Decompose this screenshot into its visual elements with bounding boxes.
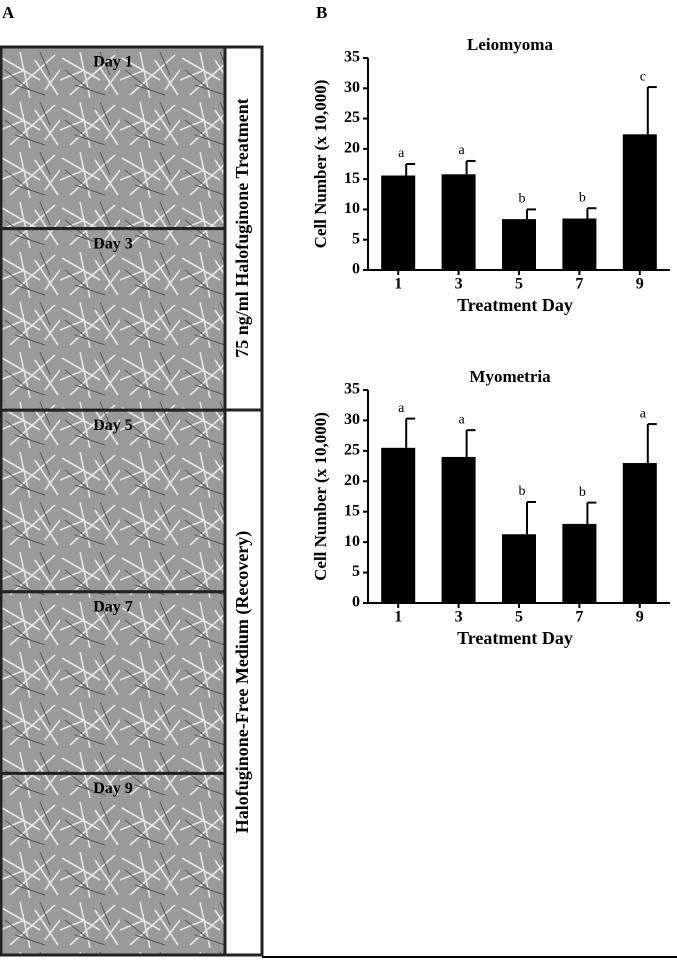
image-label: Day 1: [93, 54, 133, 71]
treatment-label: 75 ng/ml Halofuginone Treatment: [232, 98, 252, 358]
bracket: [223, 408, 264, 957]
x-tick-label: 3: [455, 609, 463, 626]
bar: [381, 447, 416, 603]
x-axis-label: Treatment Day: [457, 628, 573, 648]
micrograph: [0, 590, 227, 775]
bar-label: b: [579, 190, 586, 205]
y-tick-label: 10: [344, 533, 360, 550]
y-tick-label: 15: [344, 170, 360, 187]
x-axis-label: Treatment Day: [457, 295, 573, 315]
bar: [441, 456, 476, 603]
y-tick-label: 20: [344, 472, 360, 489]
chart-title: Leiomyoma: [467, 35, 553, 54]
x-tick-label: 3: [455, 276, 463, 293]
bar: [502, 219, 536, 270]
y-tick-label: 5: [352, 563, 360, 580]
x-tick-label: 7: [575, 276, 583, 293]
y-tick-label: 30: [344, 411, 360, 428]
bar-label: c: [640, 69, 646, 84]
micrograph: [0, 45, 227, 231]
image-label: Day 5: [93, 417, 133, 434]
y-tick-label: 15: [344, 502, 360, 519]
bar: [441, 174, 476, 270]
y-axis-label: Cell Number (x 10,000): [311, 80, 330, 249]
x-tick-label: 7: [575, 609, 583, 626]
y-axis-label: Cell Number (x 10,000): [311, 412, 330, 581]
y-tick-label: 35: [344, 381, 360, 398]
micrograph: [0, 227, 227, 412]
bar-label: b: [519, 484, 526, 499]
x-tick-label: 1: [394, 276, 402, 293]
y-tick-label: 30: [344, 79, 360, 96]
bar-label: b: [579, 485, 586, 500]
bar-label: a: [640, 406, 647, 421]
y-tick-label: 5: [352, 230, 360, 247]
panel-label: B: [316, 3, 327, 22]
bar: [562, 523, 597, 603]
y-tick-label: 35: [344, 49, 360, 66]
bar: [622, 463, 657, 603]
bar-label: a: [458, 412, 465, 427]
bar: [622, 134, 657, 270]
micrograph: [0, 408, 227, 594]
image-label: Day 9: [93, 780, 133, 797]
bar-label: a: [398, 401, 405, 416]
micrograph: [0, 771, 227, 957]
bar-label: b: [519, 192, 526, 207]
bar-label: a: [398, 146, 405, 161]
bar: [562, 218, 597, 270]
x-tick-label: 9: [636, 276, 644, 293]
bar-label: a: [458, 143, 465, 158]
image-panel: 75 ng/ml Halofuginone Treatment Halofugi…: [223, 45, 264, 957]
panel-label: A: [2, 3, 15, 22]
bar: [502, 534, 536, 603]
image-label: Day 7: [93, 598, 133, 615]
y-tick-label: 25: [344, 442, 360, 459]
recovery-label: Halofuginone-Free Medium (Recovery): [232, 531, 253, 834]
y-tick-label: 0: [352, 594, 360, 611]
image-label: Day 3: [93, 235, 133, 252]
bar: [381, 175, 416, 270]
x-tick-label: 1: [394, 609, 402, 626]
x-tick-label: 9: [636, 609, 644, 626]
chart-title: Myometria: [469, 367, 551, 386]
y-tick-label: 10: [344, 200, 360, 217]
y-tick-label: 20: [344, 140, 360, 157]
y-tick-label: 25: [344, 109, 360, 126]
x-tick-label: 5: [515, 276, 523, 293]
y-tick-label: 0: [352, 261, 360, 278]
x-tick-label: 5: [515, 609, 523, 626]
